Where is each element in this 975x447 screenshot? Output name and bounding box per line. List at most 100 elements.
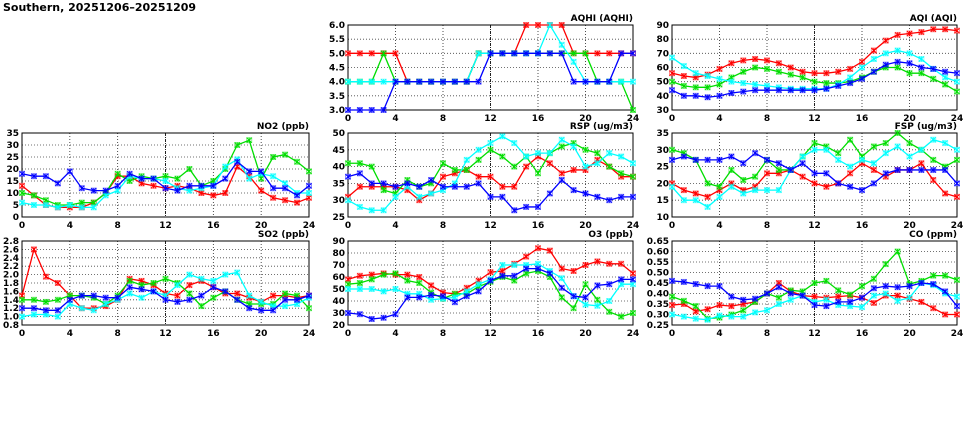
x-tick-label: 16 — [856, 221, 869, 231]
marker-star — [440, 160, 446, 167]
data-point — [775, 68, 782, 75]
marker-star — [174, 299, 181, 305]
marker-star — [764, 307, 770, 314]
data-point — [270, 307, 277, 314]
y-tick-label: 0.40 — [647, 290, 669, 300]
marker-star — [43, 173, 49, 180]
marker-star — [306, 305, 312, 312]
data-point — [222, 163, 229, 170]
data-point — [428, 292, 435, 298]
data-point — [162, 178, 169, 184]
marker-star — [882, 150, 889, 157]
data-point — [392, 50, 399, 57]
marker-star — [428, 292, 434, 298]
data-point — [499, 153, 506, 160]
data-point — [54, 296, 61, 303]
data-point — [728, 60, 735, 67]
data-point — [835, 156, 842, 163]
marker-star — [523, 163, 529, 170]
chart-panel: 0.81.01.21.41.61.82.02.22.42.62.8 0 4 8 12 16… — [3, 230, 315, 339]
data-point — [380, 207, 387, 214]
marker-star — [523, 22, 529, 28]
y-tick-label: 0.60 — [647, 248, 669, 258]
x-tick-label: 12 — [808, 221, 821, 231]
marker-star — [558, 265, 565, 272]
x-tick-label: 16 — [207, 221, 220, 231]
marker-star — [345, 286, 351, 292]
marker-star — [704, 73, 711, 79]
marker-star — [871, 167, 877, 173]
data-point — [894, 64, 901, 71]
y-tick-label: 20 — [332, 321, 345, 331]
data-point — [523, 265, 530, 272]
data-point — [954, 27, 960, 34]
data-point — [704, 316, 711, 323]
marker-star — [186, 282, 193, 288]
data-point — [451, 299, 458, 306]
x-tick-label: 12 — [808, 114, 821, 124]
data-point — [451, 183, 458, 190]
marker-star — [799, 292, 806, 299]
marker-star — [570, 50, 577, 57]
data-point — [630, 107, 636, 113]
data-point — [954, 276, 960, 283]
data-point — [669, 311, 675, 318]
data-point — [54, 307, 61, 314]
data-point — [582, 190, 589, 197]
data-point — [451, 166, 458, 173]
data-point — [345, 107, 351, 113]
data-point — [404, 271, 411, 278]
data-point — [692, 315, 699, 322]
marker-star — [78, 204, 85, 211]
data-point — [246, 292, 253, 299]
marker-star — [270, 307, 276, 314]
y-tick-label: 50 — [332, 285, 345, 295]
marker-star — [669, 293, 675, 300]
marker-star — [19, 313, 25, 320]
data-point — [368, 207, 375, 214]
data-point — [942, 272, 949, 279]
page-title: Southern, 20251206–20251209 — [3, 1, 197, 14]
data-point — [511, 50, 518, 57]
data-point — [114, 187, 121, 194]
data-point — [680, 63, 687, 70]
data-point — [680, 92, 687, 99]
data-point — [234, 158, 241, 165]
data-point — [680, 73, 687, 79]
data-point — [594, 78, 601, 85]
marker-star — [511, 183, 518, 190]
marker-star — [43, 273, 49, 280]
data-point — [138, 175, 145, 182]
data-point — [380, 50, 387, 57]
data-point — [210, 294, 217, 301]
marker-star — [78, 305, 85, 312]
data-point — [811, 170, 818, 177]
marker-star — [535, 204, 541, 210]
series-blue — [345, 265, 636, 322]
marker-star — [547, 190, 553, 197]
data-point — [475, 156, 482, 163]
data-point — [440, 183, 446, 190]
data-point — [799, 288, 806, 295]
marker-star — [102, 192, 109, 199]
marker-star — [90, 204, 97, 211]
marker-star — [728, 303, 735, 309]
marker-star — [270, 154, 276, 160]
data-point — [535, 170, 541, 177]
data-point — [306, 305, 312, 312]
data-point — [799, 292, 806, 299]
data-point — [918, 298, 925, 305]
marker-star — [954, 157, 960, 163]
marker-star — [930, 75, 937, 82]
marker-star — [357, 286, 363, 292]
marker-star — [811, 146, 818, 153]
data-point — [930, 26, 937, 33]
marker-star — [90, 292, 97, 299]
marker-star — [440, 183, 446, 190]
y-tick-label: 60 — [332, 273, 345, 283]
marker-star — [558, 136, 565, 143]
marker-star — [871, 160, 877, 167]
data-point — [787, 64, 794, 71]
marker-star — [210, 192, 217, 199]
marker-star — [787, 87, 794, 94]
